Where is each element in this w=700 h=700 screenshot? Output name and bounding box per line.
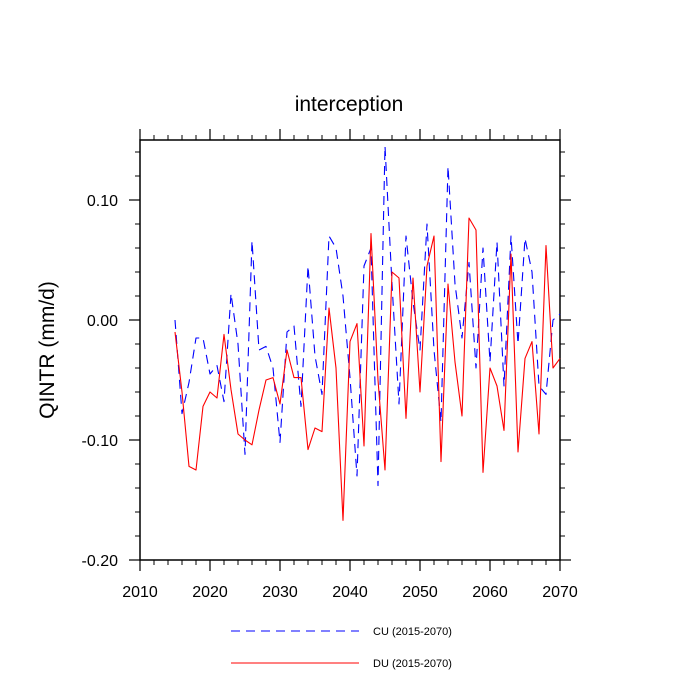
legend-label-cu: CU (2015-2070) xyxy=(373,626,452,638)
chart-title: interception xyxy=(295,93,404,116)
major-ticks xyxy=(129,129,571,571)
series-line-cu xyxy=(174,145,561,487)
legend-label-du: DU (2015-2070) xyxy=(373,658,452,670)
x-tick-label: 2070 xyxy=(542,584,578,601)
y-tick-label: -0.10 xyxy=(82,433,119,450)
x-tick-label: 2010 xyxy=(122,584,158,601)
y-tick-label: 0.00 xyxy=(87,313,118,330)
x-tick-labels: 2010 2020 2030 2040 2050 2060 2070 xyxy=(122,584,578,601)
minor-ticks xyxy=(135,135,565,565)
legend: CU (2015-2070) DU (2015-2070) xyxy=(231,626,452,670)
series-layer xyxy=(174,145,561,521)
plot-area xyxy=(129,129,571,571)
x-tick-label: 2040 xyxy=(332,584,368,601)
series-line-du xyxy=(174,217,561,521)
x-tick-label: 2060 xyxy=(472,584,508,601)
y-tick-label: 0.10 xyxy=(87,193,118,210)
y-tick-labels: -0.20 -0.10 0.00 0.10 xyxy=(82,193,119,570)
x-tick-label: 2020 xyxy=(192,584,228,601)
x-tick-label: 2050 xyxy=(402,584,438,601)
y-axis-label: QINTR (mm/d) xyxy=(36,281,59,419)
y-tick-label: -0.20 xyxy=(82,553,119,570)
x-tick-label: 2030 xyxy=(262,584,298,601)
